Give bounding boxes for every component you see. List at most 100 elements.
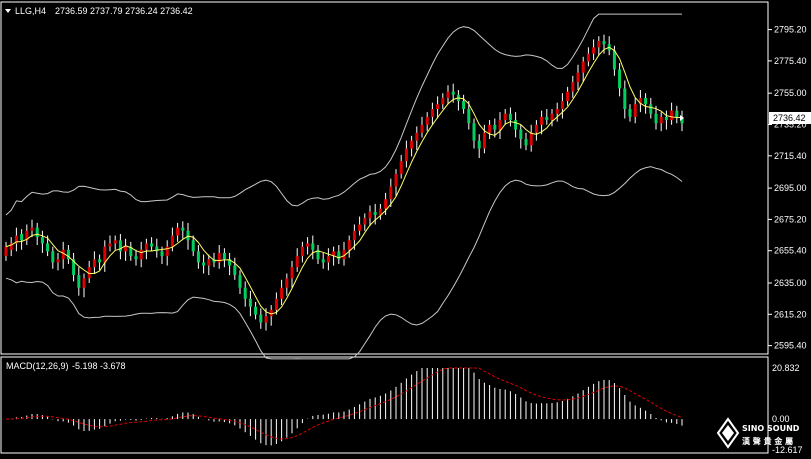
price-tick-label: 2635.00 (774, 278, 807, 288)
candle-body (566, 91, 570, 102)
candle-body (191, 240, 195, 252)
candle-body (597, 40, 601, 48)
candle-body (9, 243, 13, 250)
candle-body (92, 259, 96, 268)
candle-body (280, 287, 284, 299)
candle-body (420, 124, 424, 133)
candle-body (592, 47, 596, 54)
candle-body (40, 237, 44, 244)
candle-body (212, 259, 216, 263)
dropdown-triangle-icon[interactable] (5, 9, 11, 13)
candle-body (82, 278, 86, 288)
candle-body (264, 316, 268, 323)
candle-body (363, 218, 367, 225)
price-tick-label: 2695.00 (774, 183, 807, 193)
candle-body (394, 173, 398, 187)
candle-body (352, 230, 356, 241)
candle-body (628, 108, 632, 117)
candle-body (670, 110, 674, 121)
candle-body (488, 124, 492, 133)
macd-panel-frame (0, 356, 769, 454)
candle-body (638, 97, 642, 105)
candle-body (118, 240, 122, 252)
candle-body (571, 82, 575, 92)
candle-body (675, 110, 679, 117)
candle-body (274, 298, 278, 310)
bollinger-bands (5, 13, 683, 360)
candle-body (633, 104, 637, 117)
macd-values: -5.198 -3.678 (72, 361, 126, 371)
candle-body (399, 161, 403, 174)
candle-body (51, 251, 55, 263)
candle-body (337, 251, 341, 260)
candle-body (654, 113, 658, 124)
candle-body (586, 53, 590, 62)
candle-body (332, 251, 336, 257)
candle-body (326, 256, 330, 263)
current-price-label: 2736.42 (773, 113, 806, 123)
candle-body (618, 69, 622, 89)
macd-tick-label: 20.832 (772, 363, 800, 373)
diamond-logo-icon (716, 417, 740, 449)
candle-body (66, 249, 70, 260)
price-pointer-icon (680, 115, 684, 121)
main-panel-frame (0, 1, 769, 355)
candle-body (243, 287, 247, 299)
macd-signal-line (5, 367, 683, 440)
candle-body (659, 116, 663, 124)
candle-body (155, 246, 159, 252)
price-tick-label: 2735.20 (774, 119, 807, 129)
candle-body (134, 256, 138, 260)
candle-body (202, 262, 206, 266)
candle-body (545, 116, 549, 121)
candle-body (176, 227, 180, 236)
candle-body (160, 251, 164, 257)
candle-body (368, 211, 372, 219)
price-tick-label: 2675.20 (774, 214, 807, 224)
candle-body (477, 140, 481, 149)
moving-average-line (5, 46, 682, 315)
candle-body (644, 97, 648, 105)
candle-body (108, 243, 112, 247)
candle-body (508, 113, 512, 121)
candle-body (77, 275, 81, 288)
candle-body (139, 249, 143, 260)
candle-body (113, 240, 117, 244)
candle-body (519, 129, 523, 140)
candle-body (238, 275, 242, 288)
price-tick-label: 2715.40 (774, 151, 807, 161)
candle-body (196, 251, 200, 263)
candle-body (269, 309, 273, 317)
candle-body (150, 243, 154, 247)
candle-body (560, 101, 564, 109)
candle-body (612, 50, 616, 70)
price-tick-label: 2615.20 (774, 309, 807, 319)
macd-tick-label: -12.617 (772, 445, 803, 455)
symbol-label: LLG,H4 (15, 6, 46, 16)
candle-body (181, 227, 185, 231)
candle-body (56, 259, 60, 263)
ma-line (5, 46, 682, 315)
candle-body (384, 199, 388, 209)
candle-body (514, 120, 518, 130)
macd-histogram (5, 367, 683, 446)
candle-body (285, 278, 289, 288)
price-tick-label: 2595.40 (774, 341, 807, 351)
candle-body (233, 265, 237, 276)
candle-body (61, 249, 65, 260)
candle-body (451, 91, 455, 95)
price-tick-label: 2795.20 (774, 25, 807, 35)
candle-body (186, 230, 190, 241)
candle-body (430, 108, 434, 117)
candle-body (14, 235, 18, 244)
macd-axis: 20.832 0.00 -12.617 (772, 363, 803, 455)
macd-tick-label: 0.00 (772, 414, 790, 424)
candle-body (87, 267, 91, 279)
candle-body (378, 208, 382, 215)
candle-body (425, 116, 429, 125)
candle-body (46, 243, 50, 252)
candle-body (493, 124, 497, 130)
candle-body (404, 148, 408, 162)
